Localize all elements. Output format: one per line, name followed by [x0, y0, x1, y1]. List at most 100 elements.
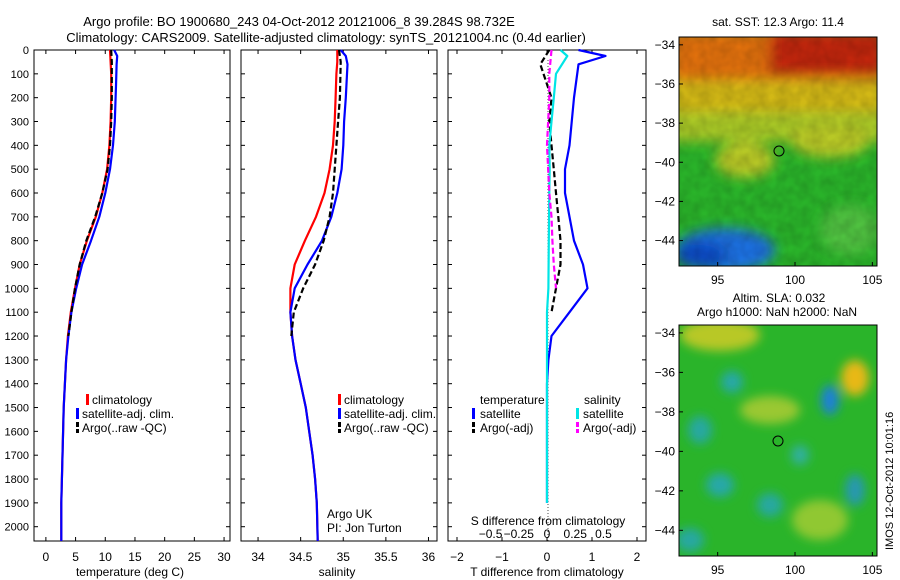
depth-tick-label: 500 [11, 164, 29, 176]
sst-map-panel: sat. SST: 12.3 Argo: 11.4 95 100 105 −34 −36… [655, 15, 883, 287]
x-tick-label: 34.5 [289, 550, 313, 564]
legend-label-t-satellite: satellite [480, 407, 521, 421]
sst-map-axes [678, 36, 878, 267]
depth-tick-label: 2000 [5, 522, 29, 534]
x-tick-label: 30 [217, 550, 231, 564]
map-y-tick-label: −34 [655, 326, 676, 340]
difference-xlabel-top: S difference from climatology [471, 514, 626, 528]
legend-header-salinity: salinity [584, 393, 621, 407]
legend-swatch-argo [76, 422, 79, 427]
legend-swatch-t-argo [472, 422, 475, 427]
x-tick-label: 20 [158, 550, 172, 564]
map-x-tick-label: 100 [785, 563, 805, 577]
series-line-climatology [60, 49, 113, 541]
sla-low-4 [706, 473, 734, 497]
temperature-legend: climatology satellite-adj. clim. Argo(..… [76, 393, 174, 435]
legend-swatch-climatology [338, 394, 341, 405]
series-line-salinity-argo-adj- [545, 49, 558, 289]
legend-label-argo: Argo(..raw -QC) [82, 421, 167, 435]
temperature-xlabel: temperature (deg C) [76, 565, 184, 579]
x-tick-label: −1 [495, 550, 509, 564]
x-tick-label: 0 [544, 550, 551, 564]
title-line-2: Climatology: CARS2009. Satellite-adjuste… [66, 30, 586, 45]
depth-tick-label: 700 [11, 212, 29, 224]
difference-panel: −2 −1 0 1 2 −0.5 −0.25 0 0.25 0.5 T difference fr… [447, 48, 647, 579]
legend-label-argo: Argo(..raw -QC) [344, 421, 429, 435]
depth-tick-label: 1400 [5, 379, 29, 391]
x-tick-label: 10 [99, 550, 113, 564]
salinity-ticks: 34 34.5 35 35.5 36 [241, 49, 437, 564]
depth-tick-label: 1200 [5, 331, 29, 343]
depth-tick-label: 900 [11, 260, 29, 272]
legend-swatch-climatology [86, 394, 89, 405]
depth-tick-label: 100 [11, 69, 29, 81]
legend-swatch-satellite [76, 408, 79, 419]
legend-label-climatology: climatology [92, 393, 152, 407]
depth-tick-label: 1800 [5, 474, 29, 486]
depth-tick-label: 1000 [5, 283, 29, 295]
sla-low-1 [821, 385, 839, 415]
x-tick-label: −2 [450, 550, 464, 564]
series-line-salinity-satellite [545, 49, 569, 503]
map-y-tick-label: −38 [655, 116, 676, 130]
depth-tick-label: 1700 [5, 450, 29, 462]
map-x-tick-label: 95 [711, 563, 725, 577]
sla-map-axes [678, 324, 878, 557]
legend-label-satellite: satellite-adj. clim. [82, 407, 174, 421]
temperature-series [60, 49, 119, 541]
map-y-tick-label: −36 [655, 77, 676, 91]
x-tick-label: 2 [634, 550, 641, 564]
legend-swatch-satellite [338, 408, 341, 419]
sla-field [679, 325, 869, 552]
depth-tick-label: 1300 [5, 355, 29, 367]
x-tick-label: 0 [43, 550, 50, 564]
map-y-tick-label: −44 [655, 234, 676, 248]
s-tick-label: 0 [544, 527, 551, 541]
depth-tick-label: 1100 [5, 307, 29, 319]
depth-tick-label: 800 [11, 236, 29, 248]
sla-low-8 [679, 528, 704, 552]
depth-tick-label: 1500 [5, 403, 29, 415]
s-tick-label: 0.25 [564, 527, 588, 541]
x-tick-label: 5 [72, 550, 79, 564]
map-y-tick-label: −44 [655, 523, 676, 537]
depth-tick-label: 1900 [5, 498, 29, 510]
depth-tick-label: 400 [11, 140, 29, 152]
x-tick-label: 25 [188, 550, 202, 564]
legend-swatch-argo-2 [76, 429, 79, 433]
x-tick-label: 35 [337, 550, 351, 564]
series-line-argo-raw-qc- [290, 49, 342, 337]
series-line-argo-raw-qc- [67, 49, 113, 337]
x-tick-label: 15 [128, 550, 142, 564]
legend-header-temperature: temperature [480, 393, 545, 407]
sst-noise [679, 37, 877, 266]
depth-tick-label: 1600 [5, 426, 29, 438]
salinity-legend: climatology satellite-adj. clim. Argo(..… [338, 393, 436, 435]
legend-label-s-satellite: satellite [583, 407, 624, 421]
side-timestamp: IMOS 12-Oct-2012 10:01:16 [884, 412, 896, 550]
map-x-tick-label: 100 [785, 273, 805, 287]
s-tick-label: −0.5 [479, 527, 503, 541]
sla-map-ticks: 95 100 105 −34 −36 −38 −40 −42 −44 [655, 326, 883, 577]
sla-high-1 [680, 325, 760, 351]
sla-heatmap [679, 325, 877, 556]
map-y-tick-label: −42 [655, 194, 676, 208]
legend-swatch-t-satellite [472, 408, 475, 419]
salinity-series [289, 49, 349, 542]
legend-swatch-s-satellite [576, 408, 579, 419]
x-tick-label: 34 [251, 550, 265, 564]
x-tick-label: 1 [589, 550, 596, 564]
temperature-ticks: 0 5 10 15 20 25 30 [34, 49, 231, 564]
sla-high-3 [740, 396, 800, 424]
sst-argo-marker [773, 145, 785, 157]
depth-tick-label: 300 [11, 117, 29, 129]
salinity-xlabel: salinity [319, 565, 356, 579]
map-y-tick-label: −40 [655, 155, 676, 169]
map-y-tick-label: −36 [655, 365, 676, 379]
difference-series [539, 48, 607, 503]
depth-tick-labels: 0 100 200 300 400 500 600 700 800 900 1000 1100 1200… [5, 45, 29, 534]
legend-swatch-argo-2 [338, 429, 341, 433]
legend-swatch-t-argo-2 [472, 429, 475, 433]
depth-tick-label: 200 [11, 93, 29, 105]
